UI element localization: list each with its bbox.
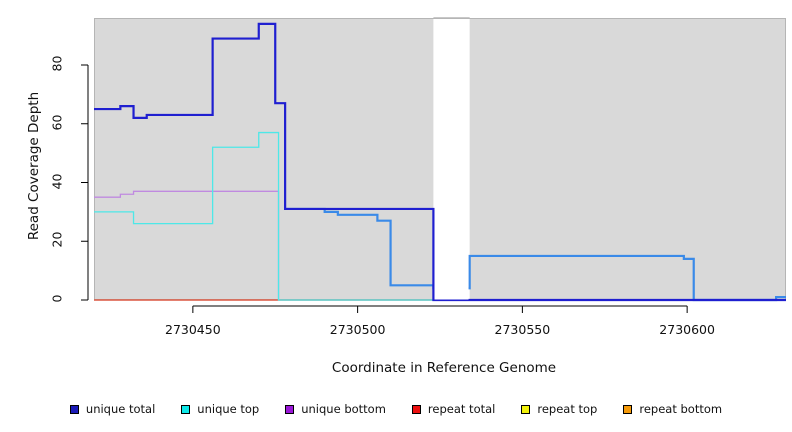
legend-swatch-icon: [285, 404, 295, 414]
x-tick-label: 2730500: [329, 322, 386, 337]
x-tick-label: 2730450: [165, 322, 221, 337]
legend-item-repeat-top[interactable]: repeat top: [521, 402, 597, 416]
y-tick-label: 80: [49, 55, 65, 72]
legend-swatch-icon: [521, 404, 531, 414]
legend-swatch-icon: [69, 404, 79, 414]
legend-swatch-icon: [181, 404, 191, 414]
legend-item-repeat-total[interactable]: repeat total: [411, 402, 496, 416]
legend-item-repeat-bottom[interactable]: repeat bottom: [623, 402, 722, 416]
series-line-unique-total: [94, 22, 786, 302]
legend-swatch-icon: [623, 404, 633, 414]
x-axis-title: Coordinate in Reference Genome: [331, 360, 557, 376]
legend-label: repeat top: [537, 402, 598, 416]
y-axis-title: Read Coverage Depth: [26, 91, 42, 241]
series-line-unique-top: [94, 131, 786, 301]
y-tick-label: 0: [49, 294, 65, 303]
legend-label: unique top: [197, 402, 260, 416]
legend-label: repeat total: [427, 402, 496, 416]
y-tick-label: 60: [49, 114, 65, 131]
legend-label: unique bottom: [301, 402, 386, 416]
legend-label: repeat bottom: [639, 402, 723, 416]
x-tick-label: 2730600: [659, 322, 715, 337]
x-tick-label: 2730550: [494, 322, 551, 337]
legend-swatch-icon: [411, 404, 421, 414]
y-tick-label: 40: [49, 173, 65, 189]
gap-mask: [434, 19, 469, 300]
legend-item-unique-top[interactable]: unique top: [181, 402, 259, 416]
y-tick-label: 20: [49, 231, 65, 248]
legend-item-unique-total[interactable]: unique total: [69, 402, 156, 416]
legend-label: unique total: [85, 402, 156, 416]
chart-legend: unique total unique top unique bottom repea…: [0, 398, 792, 420]
legend-item-unique-bottom[interactable]: unique bottom: [285, 402, 386, 416]
